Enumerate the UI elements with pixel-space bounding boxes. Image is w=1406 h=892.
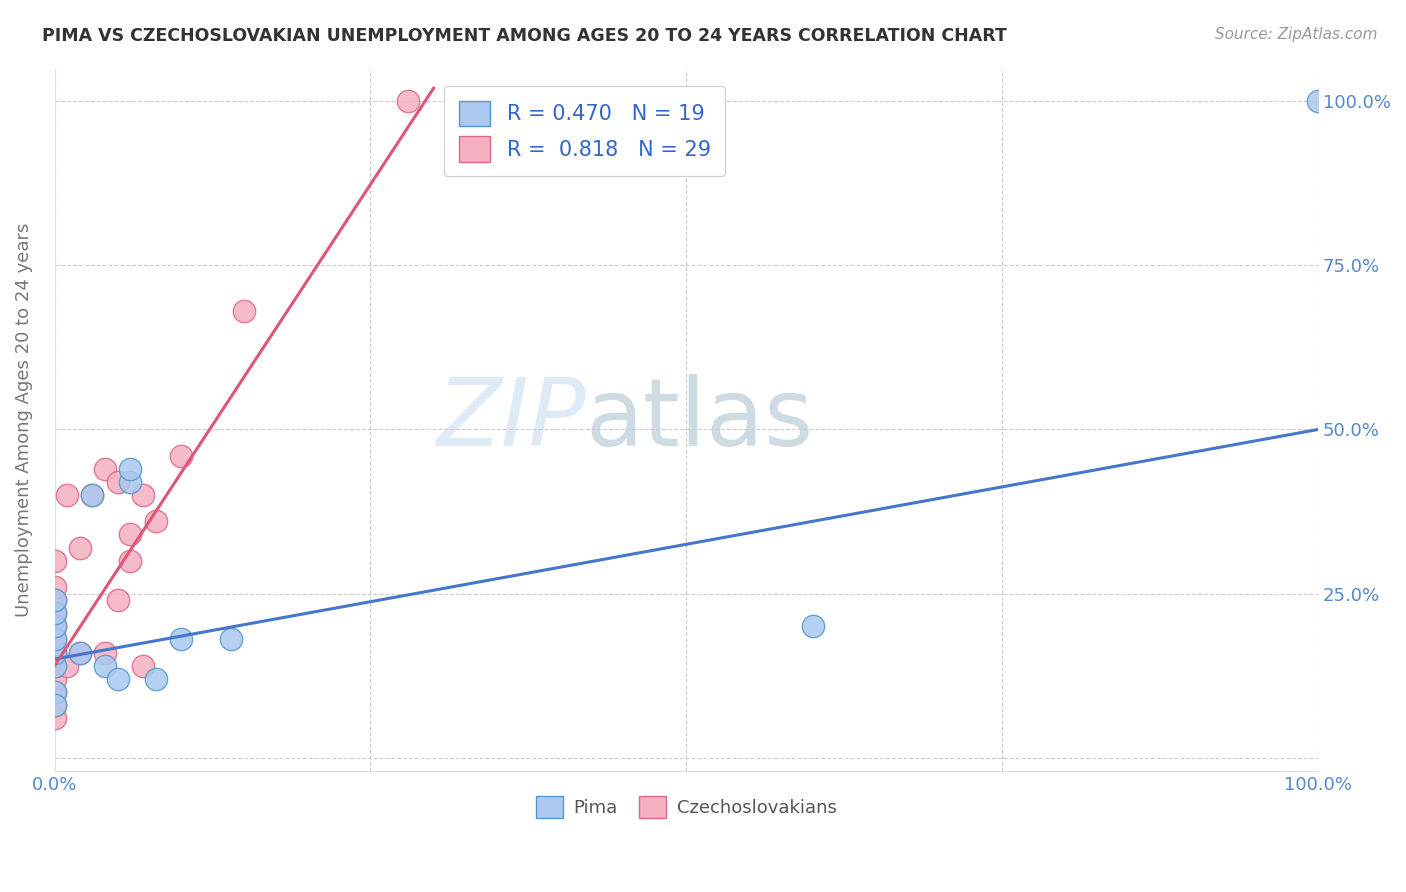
Point [396,95,419,109]
Point [120,475,142,489]
Point [44,632,66,647]
Point [44,698,66,712]
Point [107,593,129,607]
Point [44,606,66,620]
Point [170,632,193,647]
Point [44,593,66,607]
Point [56,488,79,502]
Point [44,658,66,673]
Point [44,593,66,607]
Point [44,619,66,633]
Y-axis label: Unemployment Among Ages 20 to 24 years: Unemployment Among Ages 20 to 24 years [15,222,32,616]
Point [82,488,104,502]
Point [44,646,66,660]
Point [94,658,117,673]
Point [69,646,91,660]
Point [94,462,117,476]
Point [120,554,142,568]
Text: ZIP: ZIP [436,374,585,465]
Text: Source: ZipAtlas.com: Source: ZipAtlas.com [1215,27,1378,42]
Point [44,698,66,712]
Point [44,646,66,660]
Point [145,514,167,528]
Point [69,541,91,555]
Point [1308,95,1330,109]
Text: atlas: atlas [585,374,814,466]
Point [44,658,66,673]
Text: PIMA VS CZECHOSLOVAKIAN UNEMPLOYMENT AMONG AGES 20 TO 24 YEARS CORRELATION CHART: PIMA VS CZECHOSLOVAKIAN UNEMPLOYMENT AMO… [42,27,1007,45]
Point [801,619,824,633]
Point [107,475,129,489]
Point [94,646,117,660]
Point [120,462,142,476]
Point [233,304,256,318]
Point [221,632,243,647]
Point [69,646,91,660]
Point [107,672,129,686]
Legend: Pima, Czechoslovakians: Pima, Czechoslovakians [529,789,845,825]
Point [44,711,66,725]
Point [44,554,66,568]
Point [44,606,66,620]
Point [120,527,142,541]
Point [56,658,79,673]
Point [132,488,155,502]
Point [44,672,66,686]
Point [44,619,66,633]
Point [44,685,66,699]
Point [145,672,167,686]
Point [170,449,193,463]
Point [82,488,104,502]
Point [132,658,155,673]
Point [44,580,66,594]
Point [44,685,66,699]
Point [44,632,66,647]
